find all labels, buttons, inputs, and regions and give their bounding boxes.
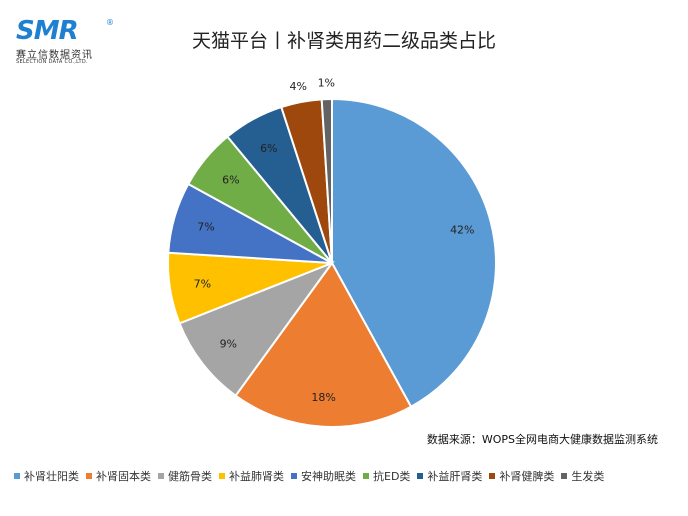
pie-slice-3 (178, 260, 335, 398)
legend-label: 补益肺肾类 (229, 470, 284, 483)
pie-slice-9 (320, 97, 333, 264)
company-logo: SMR ® 赛立信数据资讯 SELECTION DATA CO.,LTD. (14, 16, 124, 65)
legend-swatch (158, 473, 164, 479)
legend-label: 抗ED类 (373, 470, 411, 483)
legend-item-9: 生发类 (561, 468, 604, 484)
legend-label: 健筋骨类 (168, 470, 212, 483)
legend-swatch (219, 473, 225, 479)
pie-slice-1 (331, 97, 497, 409)
legend-label: 补肾壮阳类 (24, 470, 79, 483)
legend-label: 补肾固本类 (96, 470, 151, 483)
pie-slice-label-8: 4% (289, 80, 306, 93)
chart-legend: 补肾壮阳类 补肾固本类 健筋骨类 补益肺肾类 安神助眠类 抗ED类 补益肝肾类 补肾健脾类 生发… (14, 468, 684, 484)
legend-item-3: 健筋骨类 (158, 468, 212, 484)
legend-swatch (14, 473, 20, 479)
pie-slice-label-5: 7% (197, 220, 214, 233)
data-source-note: 数据来源：WOPS全网电商大健康数据监测系统 (426, 433, 658, 446)
pie-slice-label-7: 6% (260, 142, 277, 155)
legend-item-2: 补肾固本类 (86, 468, 151, 484)
logo-mark: SMR (16, 16, 79, 46)
legend-item-7: 补益肝肾类 (417, 468, 482, 484)
legend-item-1: 补肾壮阳类 (14, 468, 79, 484)
legend-swatch (363, 473, 369, 479)
pie-slice-label-9: 1% (318, 77, 335, 90)
legend-label: 安神助眠类 (301, 470, 356, 483)
legend-swatch (291, 473, 297, 479)
pie-slice-label-1: 42% (450, 224, 474, 237)
pie-slice-label-3: 9% (220, 337, 237, 350)
logo-chinese-name: 赛立信数据资讯 (16, 50, 93, 61)
legend-swatch (417, 473, 424, 479)
logo-english-name: SELECTION DATA CO.,LTD. (16, 59, 88, 65)
pie-slice-2 (234, 261, 413, 428)
pie-slice-label-6: 6% (222, 173, 239, 186)
legend-label: 生发类 (571, 470, 605, 483)
legend-swatch (561, 473, 568, 479)
pie-slice-label-4: 7% (194, 278, 211, 291)
chart-title: 天猫平台丨补肾类用药二级品类占比 (191, 30, 496, 52)
legend-item-6: 抗ED类 (363, 468, 410, 484)
legend-swatch (489, 473, 496, 479)
legend-label: 补肾健脾类 (499, 470, 555, 483)
legend-item-5: 安神助眠类 (291, 468, 356, 484)
legend-label: 补益肝肾类 (427, 470, 483, 483)
pie-slice-label-2: 18% (311, 391, 335, 404)
legend-item-4: 补益肺肾类 (219, 468, 284, 484)
legend-item-8: 补肾健脾类 (489, 468, 554, 484)
logo-registered-mark: ® (106, 18, 114, 27)
legend-swatch (86, 473, 92, 479)
